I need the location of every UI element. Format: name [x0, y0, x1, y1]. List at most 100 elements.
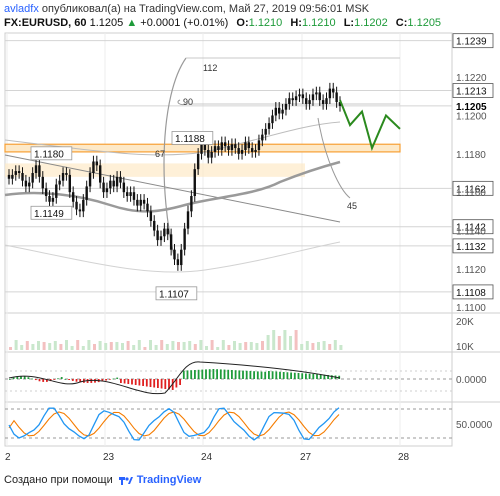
published-text: опубликовал(а) на TradingView.com, Май 2…	[41, 3, 370, 15]
volume-bar	[205, 346, 208, 350]
level-label: 1.1142	[456, 223, 486, 234]
macd-histogram-bar	[120, 379, 122, 383]
candle-body	[82, 199, 85, 212]
level-label: 1.1162	[456, 184, 486, 195]
macd-histogram-bar	[286, 372, 289, 379]
volume-bar	[261, 341, 264, 350]
macd-histogram-bar	[312, 374, 315, 379]
macd-histogram-bar	[27, 377, 30, 379]
candle-body	[159, 236, 163, 241]
stochastic-k-line	[8, 407, 340, 441]
candle-body	[166, 228, 169, 235]
macd-histogram-bar	[212, 369, 215, 379]
footer-text: Создано при помощи	[4, 474, 113, 486]
macd-histogram-bar	[157, 379, 159, 388]
candle-body	[335, 92, 338, 103]
volume-bar	[76, 340, 80, 350]
time-tick-label: 23	[103, 452, 115, 463]
level-label: 1.1239	[456, 37, 487, 48]
macd-histogram-bar	[197, 369, 200, 379]
price-tick-label: 1.1160	[456, 188, 486, 199]
candle-body	[267, 123, 271, 129]
volume-axis-20k: 20K	[456, 317, 474, 328]
candle-body	[237, 148, 240, 154]
macd-histogram-bar	[60, 377, 63, 379]
volume-bar	[227, 345, 231, 350]
candle-body	[169, 234, 173, 250]
macd-histogram-bar	[234, 370, 237, 379]
candle-body	[48, 196, 51, 202]
candle-body	[58, 180, 61, 185]
volume-bar	[233, 341, 236, 350]
time-axis[interactable]: 2 23 24 27 28	[5, 452, 410, 463]
candle-body	[85, 186, 88, 200]
volume-bar	[42, 342, 46, 350]
price-callout-1107: 1.1107	[159, 289, 189, 300]
candle-body	[34, 165, 38, 173]
time-tick-label: 2	[5, 452, 11, 463]
candle-body	[92, 161, 95, 173]
fib-label-112: 112	[203, 63, 217, 73]
candle-body	[119, 176, 122, 183]
macd-histogram-bar	[308, 373, 311, 379]
chart-canvas[interactable]: 1.1180 1.1188 1.1149 1.1107 112 90 67 45 20K 10K…	[0, 0, 500, 470]
candle-body	[51, 197, 55, 202]
close-value: 1.1205	[407, 17, 442, 29]
volume-bar	[70, 346, 74, 350]
volume-bar	[115, 342, 119, 350]
macd-histogram-bar	[249, 371, 252, 379]
candle-body	[244, 142, 247, 150]
candle-body	[65, 173, 68, 175]
price-tick-label: 1.1120	[456, 265, 486, 276]
volume-bar	[216, 347, 220, 350]
macd-histogram-bar	[42, 379, 45, 382]
macd-histogram-bar	[219, 369, 222, 379]
price-callout-1188: 1.1188	[175, 134, 205, 145]
candle-body	[291, 98, 294, 101]
level-label: 1.1132	[456, 242, 486, 253]
volume-bar	[294, 330, 298, 350]
candle-body	[102, 182, 105, 193]
macd-histogram-bar	[68, 379, 70, 380]
candle-body	[203, 144, 207, 150]
macd-histogram-bar	[142, 379, 144, 386]
candle-body	[55, 184, 58, 198]
macd-histogram-bar	[231, 370, 233, 379]
macd-histogram-bar	[34, 379, 37, 381]
candle-body	[254, 149, 257, 152]
author-link[interactable]: avladfx	[4, 3, 39, 15]
up-arrow-icon: ▲	[126, 17, 138, 29]
candle-body	[217, 146, 220, 150]
fib-label-45: 45	[347, 201, 357, 211]
fib-arc	[163, 57, 187, 261]
volume-bar	[210, 340, 214, 350]
level-label-box	[452, 284, 494, 300]
tradingview-brand[interactable]: TradingView	[136, 474, 202, 486]
macd-histogram-bar	[179, 379, 181, 385]
candle-body	[44, 188, 48, 197]
candle-body	[284, 103, 288, 110]
volume-bar	[87, 340, 91, 350]
volume-bar	[317, 342, 320, 350]
volume-bar	[339, 345, 343, 350]
macd-histogram-bar	[305, 373, 307, 379]
candle-body	[240, 149, 244, 154]
macd-histogram-bar	[216, 369, 218, 379]
macd-histogram-bar	[253, 371, 255, 379]
footer: Создано при помощи TradingView	[4, 474, 201, 486]
candle-body	[132, 192, 136, 200]
volume-bar	[25, 341, 29, 350]
stoch-axis-50: 50.0000	[456, 420, 493, 431]
current-price-box	[453, 98, 493, 113]
candle-body	[173, 249, 176, 260]
candle-body	[129, 192, 132, 197]
candle-body	[311, 94, 315, 101]
price-callout-1180: 1.1180	[34, 149, 64, 160]
candle-body	[11, 174, 14, 179]
price-callout-1188-box	[171, 131, 214, 145]
candle-body	[105, 188, 109, 193]
price-tick-label: 1.1180	[456, 150, 486, 161]
macd-histogram-bar	[160, 379, 163, 389]
macd-histogram-bar	[316, 374, 318, 379]
